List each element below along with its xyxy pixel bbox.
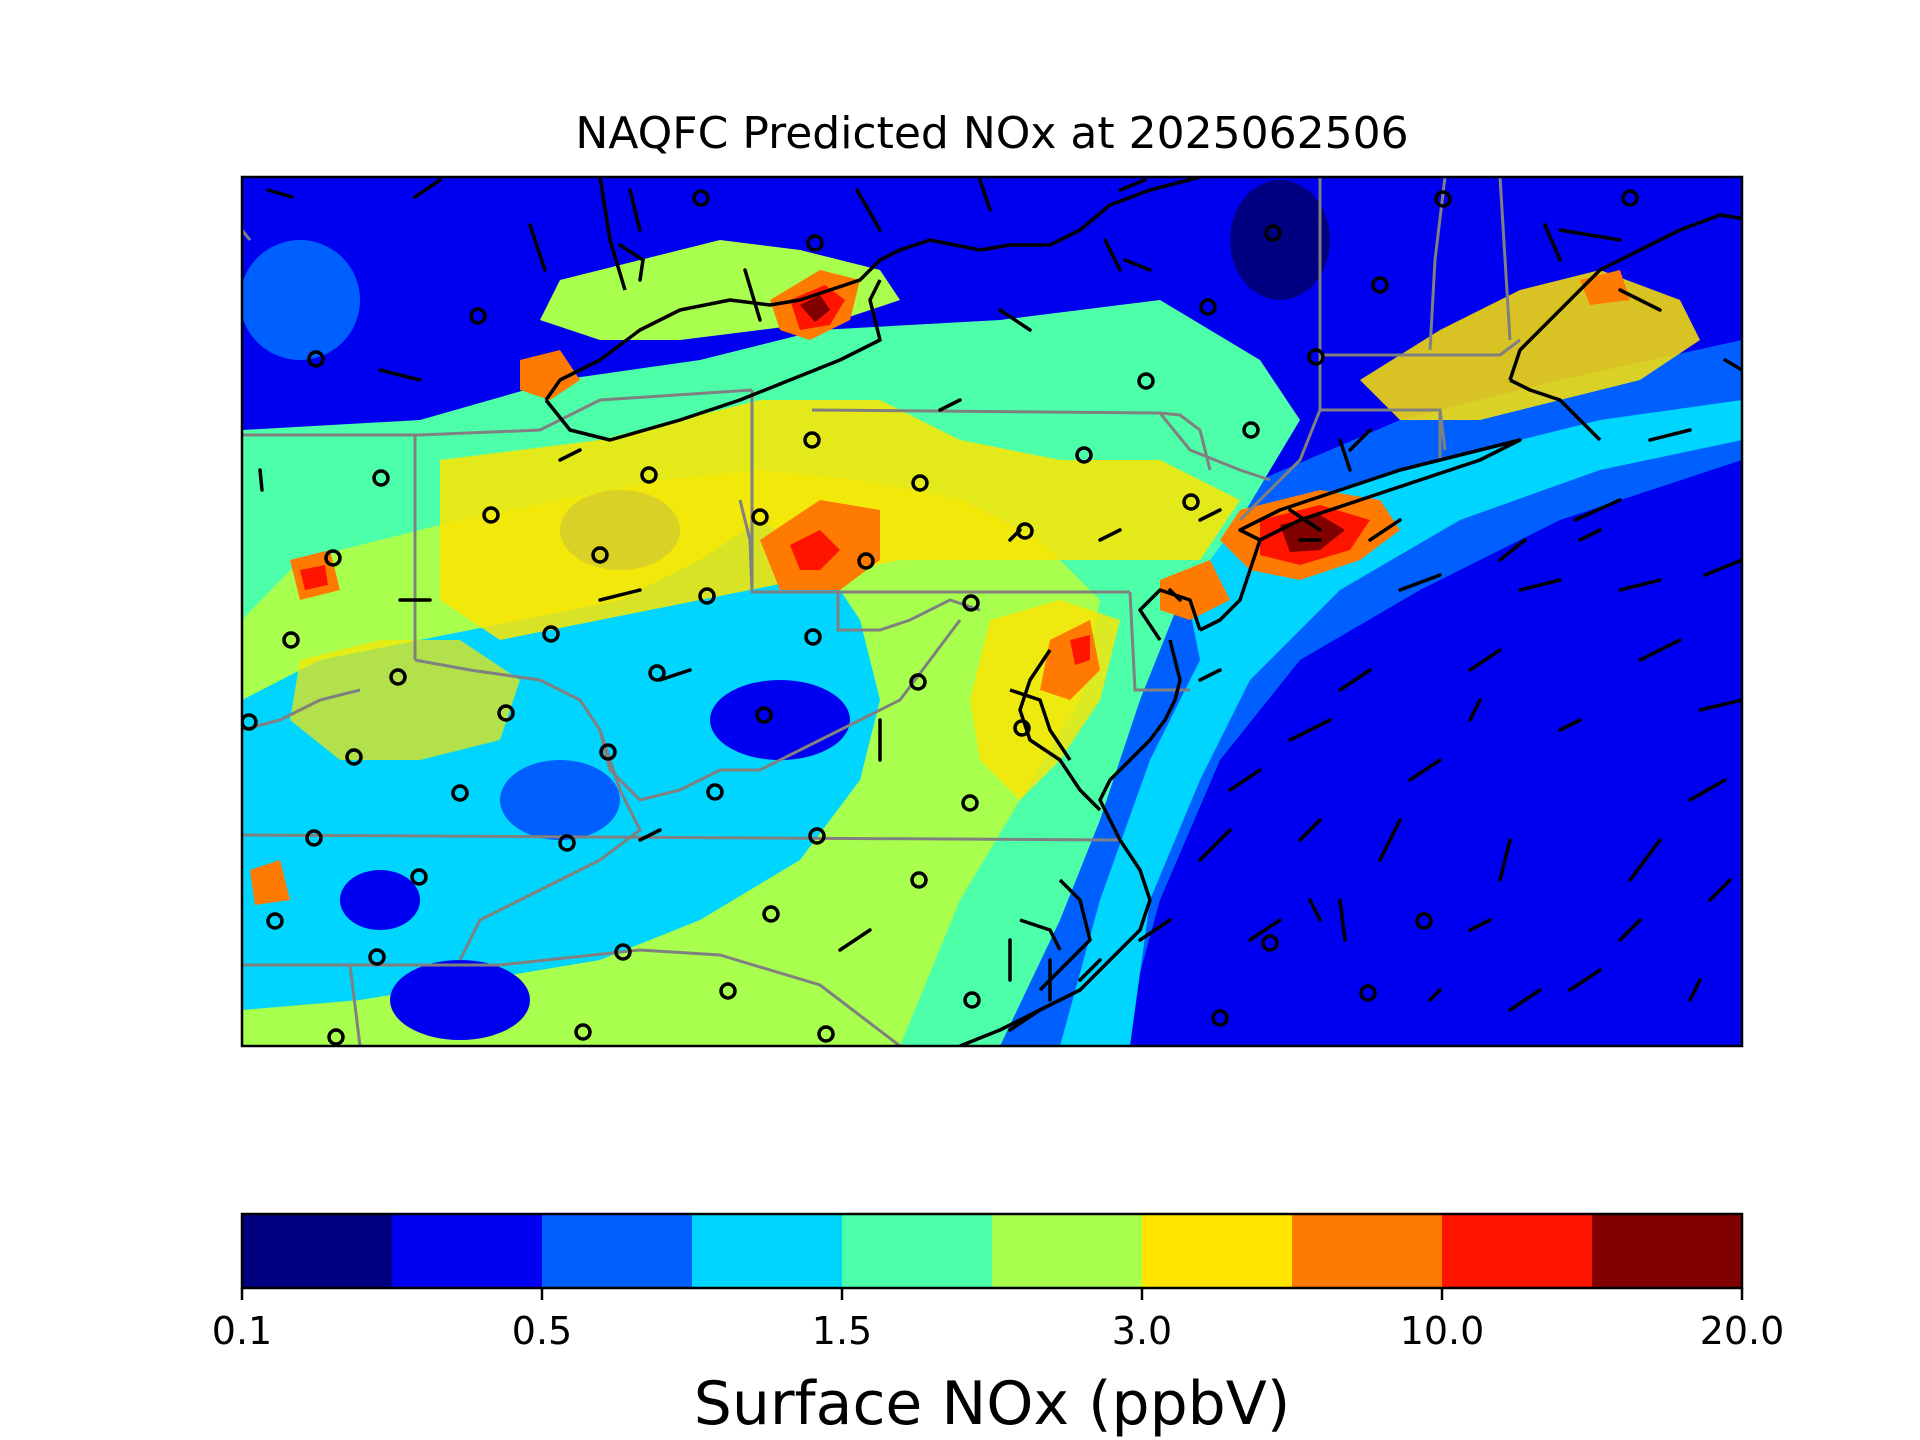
colorbar-swatch	[842, 1214, 993, 1288]
colorbar-swatch	[992, 1214, 1143, 1288]
nox-concentration-field	[242, 177, 1742, 1046]
colorbar-tick-label: 20.0	[1700, 1309, 1785, 1353]
colorbar-tick-label: 0.1	[212, 1309, 272, 1353]
map-panel	[240, 175, 1744, 1048]
colorbar-swatch	[1442, 1214, 1593, 1288]
colorbar-swatch	[692, 1214, 843, 1288]
colorbar-swatch	[242, 1214, 393, 1288]
colorbar-tick-label: 0.5	[512, 1309, 572, 1353]
wind-barbs	[258, 178, 1742, 1032]
colorbar-tick-label: 3.0	[1112, 1309, 1172, 1353]
colorbar-swatch	[392, 1214, 543, 1288]
state-borders	[242, 177, 1521, 1046]
map-frame	[240, 175, 1744, 1048]
colorbar-label: Surface NOx (ppbV)	[694, 1369, 1290, 1439]
colorbar-swatch	[1292, 1214, 1443, 1288]
map-title: NAQFC Predicted NOx at 2025062506	[575, 108, 1408, 159]
colorbar-swatch	[1142, 1214, 1293, 1288]
colorbar-frame	[240, 1212, 1744, 1290]
station-markers	[242, 189, 1639, 1046]
colorbar: 0.1 0.5 1.5 3.0 10.0 20.0 Surface NOx (ppbV)	[212, 1212, 1785, 1439]
colorbar-tick-label: 1.5	[812, 1309, 872, 1353]
coastlines	[544, 177, 1742, 1046]
colorbar-swatches	[242, 1214, 1743, 1288]
colorbar-ticks: 0.1 0.5 1.5 3.0 10.0 20.0	[212, 1288, 1785, 1353]
colorbar-tick-label: 10.0	[1400, 1309, 1485, 1353]
colorbar-swatch	[1592, 1214, 1743, 1288]
colorbar-swatch	[542, 1214, 693, 1288]
